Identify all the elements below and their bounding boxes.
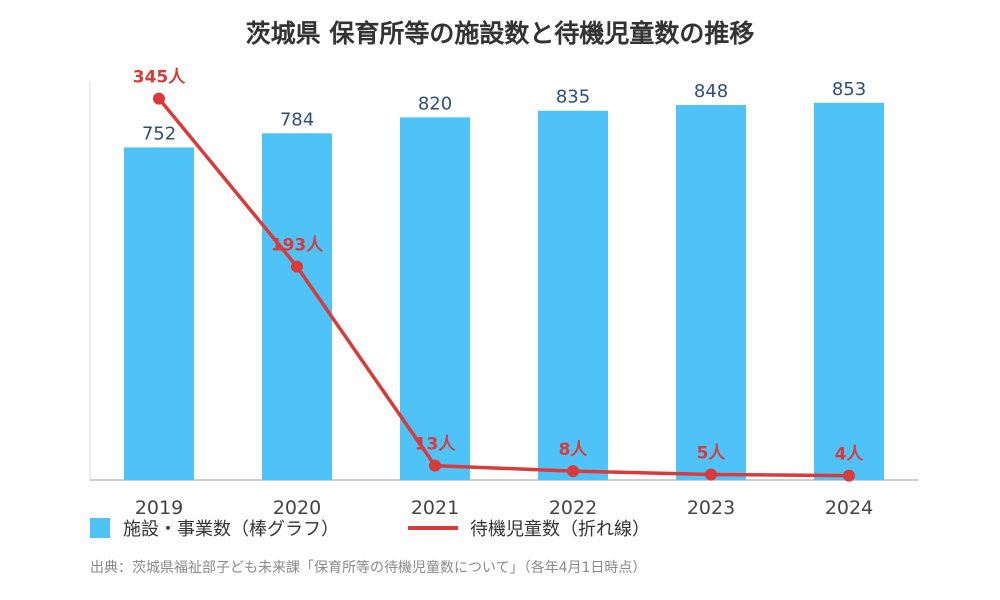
line-point-2024 [843, 469, 855, 482]
line-point-2021 [429, 459, 441, 472]
bar-2023 [676, 104, 746, 481]
legend-line-label: 待機児童数（折れ線） [470, 519, 650, 540]
legend: 施設・事業数（棒グラフ） 待機児童数（折れ線） [90, 518, 650, 540]
x-ticks-layer: 2019 2020 2021 2022 2023 2024 [135, 497, 873, 519]
bar-labels-layer: 752 784 820 835 848 853 [142, 79, 866, 145]
x-tick-2023: 2023 [687, 497, 735, 519]
line-value-label-2022: 8人 [559, 440, 589, 460]
bar-value-label-2022: 835 [556, 87, 590, 108]
x-tick-2019: 2019 [135, 497, 183, 519]
line-value-label-2021: 13人 [415, 435, 457, 455]
bar-value-label-2024: 853 [832, 79, 866, 100]
x-tick-2022: 2022 [549, 497, 597, 519]
bar-value-label-2019: 752 [142, 123, 176, 144]
chart-title: 茨城県 保育所等の施設数と待機児童数の推移 [246, 19, 755, 48]
line-value-label-2020: 193人 [271, 236, 324, 256]
bar-2022 [538, 110, 608, 480]
line-point-2020 [291, 260, 303, 273]
x-tick-2021: 2021 [411, 497, 459, 519]
bar-value-label-2023: 848 [694, 81, 728, 102]
line-value-label-2019: 345人 [133, 68, 186, 88]
line-point-2019 [153, 92, 165, 105]
line-layer [153, 92, 855, 482]
x-tick-2024: 2024 [825, 497, 873, 519]
bar-value-label-2020: 784 [280, 109, 314, 130]
bar-2021 [400, 117, 470, 480]
line-point-2022 [567, 465, 579, 478]
legend-bar-swatch [90, 518, 110, 538]
bars-layer [124, 102, 884, 481]
bar-2019 [124, 147, 194, 480]
bar-2024 [814, 102, 884, 480]
line-labels-layer: 345人 193人 13人 8人 5人 4人 [133, 68, 865, 465]
line-point-2023 [705, 468, 717, 481]
x-tick-2020: 2020 [273, 497, 321, 519]
line-value-label-2024: 4人 [835, 445, 865, 465]
legend-bar-label: 施設・事業数（棒グラフ） [123, 519, 339, 540]
waiting-children-line [157, 97, 850, 478]
line-value-label-2023: 5人 [697, 443, 727, 463]
source-note: 出典：茨城県福祉部子ども未来課「保育所等の待機児童数について」（各年4月1日時点… [90, 559, 646, 576]
bar-2020 [262, 133, 332, 480]
bar-value-label-2021: 820 [418, 93, 452, 114]
